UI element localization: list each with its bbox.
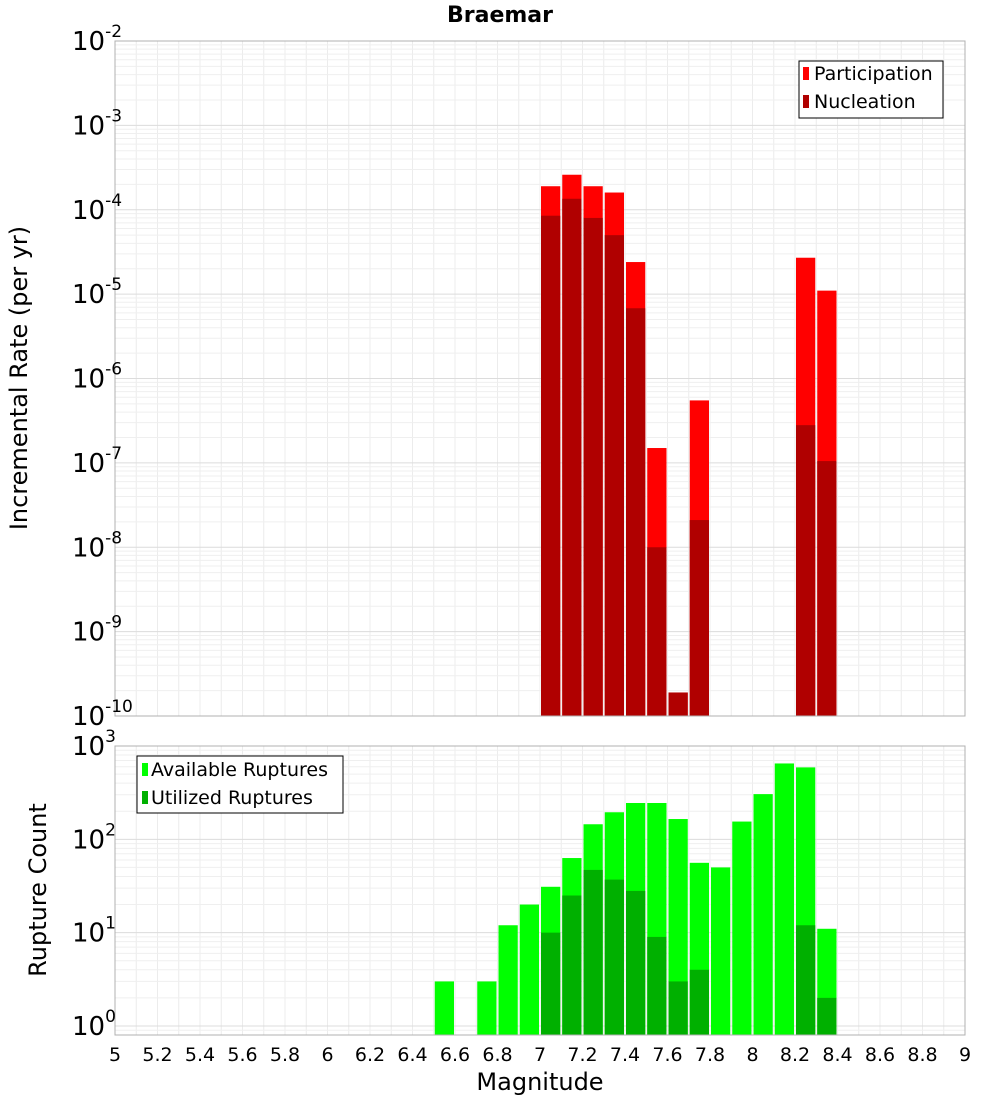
bottom-bar-available-ruptures (774, 763, 794, 1035)
legend-label-utilized: Utilized Ruptures (151, 787, 313, 809)
bottom-bar-utilized-ruptures (796, 925, 816, 1035)
top-y-tick-label: 10-10 (72, 697, 133, 732)
bottom-y-tick-label: 103 (72, 727, 116, 762)
top-legend: Participation Nucleation (798, 60, 944, 119)
top-bar-nucleation (689, 520, 709, 716)
legend-label-participation: Participation (814, 63, 933, 85)
bottom-bar-available-ruptures (477, 981, 497, 1035)
bottom-bar-available-ruptures (711, 867, 731, 1035)
bottom-y-tick-label: 100 (72, 1007, 116, 1042)
x-tick-label: 6.6 (440, 1044, 470, 1066)
bottom-y-axis-label: Rupture Count (24, 803, 52, 977)
bottom-y-tick-label: 101 (72, 914, 116, 949)
top-bar-nucleation (668, 692, 688, 716)
top-legend-box (798, 60, 944, 119)
top-y-tick-label: 10-2 (72, 22, 122, 57)
legend-swatch-available (142, 763, 148, 776)
top-plot-frame (114, 40, 966, 717)
legend-label-available: Available Ruptures (151, 759, 328, 781)
bottom-legend: Available Ruptures Utilized Ruptures (136, 755, 344, 814)
top-y-axis-label: Incremental Rate (per yr) (5, 226, 33, 530)
x-tick-label: 7.4 (610, 1044, 640, 1066)
top-gridlines (114, 41, 966, 717)
participation-nucleation-panel: 10-10 10-9 10-8 10-7 10-6 10-5 10-4 10-3 10-2 In… (5, 22, 966, 732)
x-tick-label: 9 (959, 1044, 971, 1066)
top-bar-nucleation (647, 547, 667, 716)
x-tick-label: 6.8 (482, 1044, 512, 1066)
bottom-bar-utilized-ruptures (604, 879, 624, 1035)
x-tick-label: 6.4 (397, 1044, 427, 1066)
top-bar-nucleation (796, 425, 816, 716)
top-bars (541, 174, 837, 717)
bottom-y-tick-labels: 100 101 102 103 (72, 727, 116, 1042)
bottom-bar-utilized-ruptures (817, 997, 837, 1035)
top-y-tick-label: 10-5 (72, 275, 122, 310)
legend-swatch-nucleation (803, 95, 809, 108)
x-tick-label: 7.6 (652, 1044, 682, 1066)
bottom-plot-frame (114, 745, 966, 1036)
top-y-tick-labels: 10-10 10-9 10-8 10-7 10-6 10-5 10-4 10-3 10-2 (72, 22, 133, 732)
x-tick-label: 6.2 (355, 1044, 385, 1066)
x-tick-label: 7.2 (567, 1044, 597, 1066)
x-tick-label: 8.2 (780, 1044, 810, 1066)
x-tick-label: 5.2 (142, 1044, 172, 1066)
bottom-bars (434, 763, 837, 1035)
x-tick-label: 5.4 (185, 1044, 215, 1066)
bottom-legend-box (136, 755, 344, 814)
x-tick-label: 8.4 (822, 1044, 852, 1066)
x-tick-label: 7 (534, 1044, 546, 1066)
bottom-bar-available-ruptures (753, 794, 773, 1035)
x-tick-label: 5 (109, 1044, 121, 1066)
chart-title: Braemar (447, 3, 553, 28)
bottom-bar-utilized-ruptures (562, 895, 582, 1035)
x-tick-label: 8 (746, 1044, 758, 1066)
legend-swatch-participation (803, 67, 809, 80)
top-bar-nucleation (626, 308, 646, 716)
top-y-tick-label: 10-4 (72, 191, 122, 226)
bottom-y-tick-label: 102 (72, 820, 116, 855)
bottom-bar-available-ruptures (668, 819, 688, 1035)
x-tick-label: 8.6 (865, 1044, 895, 1066)
top-y-tick-label: 10-7 (72, 444, 122, 479)
rupture-count-panel: 100 101 102 103 Rupture Count Available Rup… (24, 727, 971, 1096)
top-y-tick-label: 10-9 (72, 613, 122, 648)
top-bar-nucleation (562, 198, 582, 717)
x-tick-labels: 5 5.2 5.4 5.6 5.8 6 6.2 6.4 6.6 6.8 7 7.2 7.4 7.6 7.8 8… (109, 1044, 971, 1066)
top-bar-nucleation (583, 217, 603, 716)
top-y-tick-label: 10-8 (72, 528, 122, 563)
top-bar-nucleation (817, 461, 837, 716)
bottom-bar-available-ruptures (519, 904, 539, 1035)
x-tick-label: 5.8 (270, 1044, 300, 1066)
bottom-bar-available-ruptures (732, 821, 752, 1035)
bottom-bar-available-ruptures (434, 981, 454, 1035)
bottom-bar-utilized-ruptures (689, 969, 709, 1035)
x-tick-label: 5.6 (227, 1044, 257, 1066)
x-tick-label: 6 (321, 1044, 333, 1066)
x-tick-label: 8.8 (907, 1044, 937, 1066)
top-bar-nucleation (604, 235, 624, 716)
top-y-tick-label: 10-3 (72, 106, 122, 141)
x-axis-label: Magnitude (476, 1068, 603, 1096)
bottom-bar-available-ruptures (498, 925, 518, 1035)
bottom-bar-utilized-ruptures (668, 981, 688, 1035)
bottom-bar-utilized-ruptures (647, 936, 667, 1035)
bottom-bar-utilized-ruptures (583, 869, 603, 1035)
x-tick-label: 7.8 (695, 1044, 725, 1066)
bottom-bar-utilized-ruptures (541, 932, 561, 1035)
legend-swatch-utilized (142, 791, 148, 804)
top-y-tick-label: 10-6 (72, 360, 122, 395)
bottom-bar-utilized-ruptures (626, 890, 646, 1035)
top-bar-nucleation (541, 215, 561, 717)
legend-label-nucleation: Nucleation (814, 91, 916, 113)
